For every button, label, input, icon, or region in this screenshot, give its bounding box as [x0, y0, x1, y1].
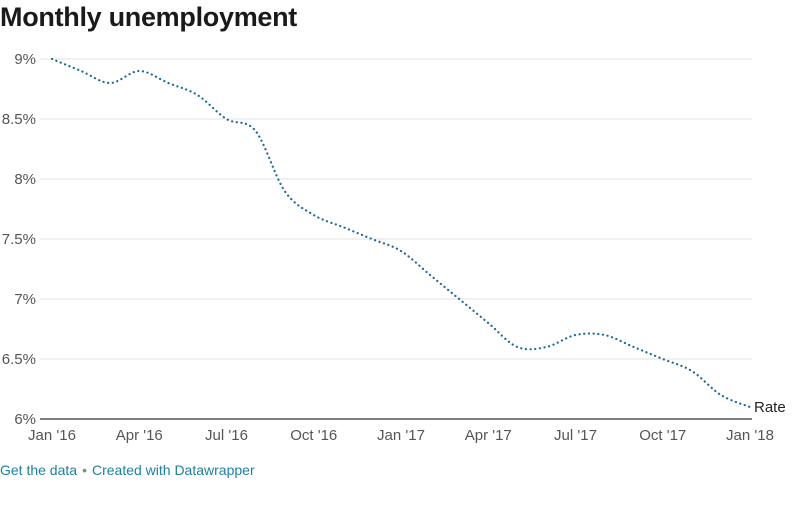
- y-tick-label: 8.5%: [2, 111, 36, 128]
- x-tick-label: Jul '17: [554, 427, 597, 444]
- series-labels: Rate: [754, 399, 786, 416]
- x-axis-ticks: Jan '16 Apr '16 Jul '16 Oct '16 Jan '17 Apr '…: [28, 427, 774, 444]
- y-tick-label: 7.5%: [2, 231, 36, 248]
- series-lines: [50, 57, 752, 409]
- y-axis-ticks: 6% 6.5% 7% 7.5% 8% 8.5% 9%: [2, 51, 36, 428]
- x-tick-label: Jan '18: [726, 427, 774, 444]
- y-tick-label: 6%: [14, 411, 36, 428]
- get-the-data-link[interactable]: Get the data: [0, 462, 78, 478]
- x-tick-label: Apr '16: [116, 427, 163, 444]
- series-line: [50, 57, 752, 409]
- footer-separator: •: [82, 462, 87, 478]
- created-with-datawrapper-link[interactable]: Created with Datawrapper: [91, 462, 255, 478]
- y-tick-label: 6.5%: [2, 351, 36, 368]
- x-tick-label: Apr '17: [465, 427, 512, 444]
- x-tick-label: Jan '17: [377, 427, 425, 444]
- x-tick-label: Jul '16: [205, 427, 248, 444]
- x-tick-label: Oct '16: [290, 427, 337, 444]
- chart-title: Monthly unemployment: [0, 2, 297, 32]
- gridlines: [40, 58, 752, 420]
- y-tick-label: 8%: [14, 171, 36, 188]
- series-label: Rate: [754, 399, 786, 416]
- line-chart: 6% 6.5% 7% 7.5% 8% 8.5% 9% Jan '16 Apr '16 Jul '…: [2, 51, 786, 444]
- x-tick-label: Oct '17: [639, 427, 686, 444]
- chart-footer: Get the data • Created with Datawrapper: [0, 460, 255, 480]
- y-tick-label: 7%: [14, 291, 36, 308]
- y-tick-label: 9%: [14, 51, 36, 68]
- x-tick-label: Jan '16: [28, 427, 76, 444]
